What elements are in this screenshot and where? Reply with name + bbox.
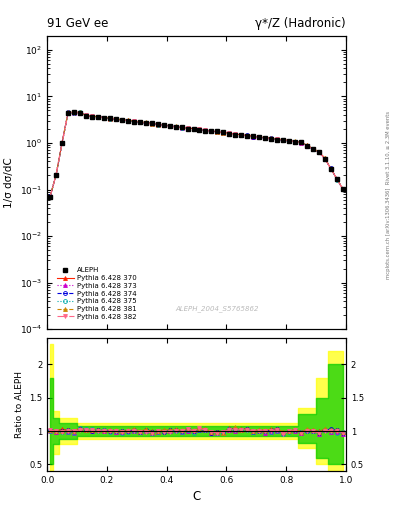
Y-axis label: Ratio to ALEPH: Ratio to ALEPH xyxy=(15,371,24,438)
Y-axis label: 1/σ dσ/dC: 1/σ dσ/dC xyxy=(4,157,14,208)
Text: ALEPH_2004_S5765862: ALEPH_2004_S5765862 xyxy=(176,305,259,312)
Text: 91 GeV ee: 91 GeV ee xyxy=(47,17,108,30)
Text: mcplots.cern.ch [arXiv:1306.3436]  Rivet 3.1.10, ≥ 2.3M events: mcplots.cern.ch [arXiv:1306.3436] Rivet … xyxy=(386,111,391,279)
X-axis label: C: C xyxy=(193,490,200,503)
Legend: ALEPH, Pythia 6.428 370, Pythia 6.428 373, Pythia 6.428 374, Pythia 6.428 375, P: ALEPH, Pythia 6.428 370, Pythia 6.428 37… xyxy=(57,267,136,320)
Text: γ*/Z (Hadronic): γ*/Z (Hadronic) xyxy=(255,17,346,30)
